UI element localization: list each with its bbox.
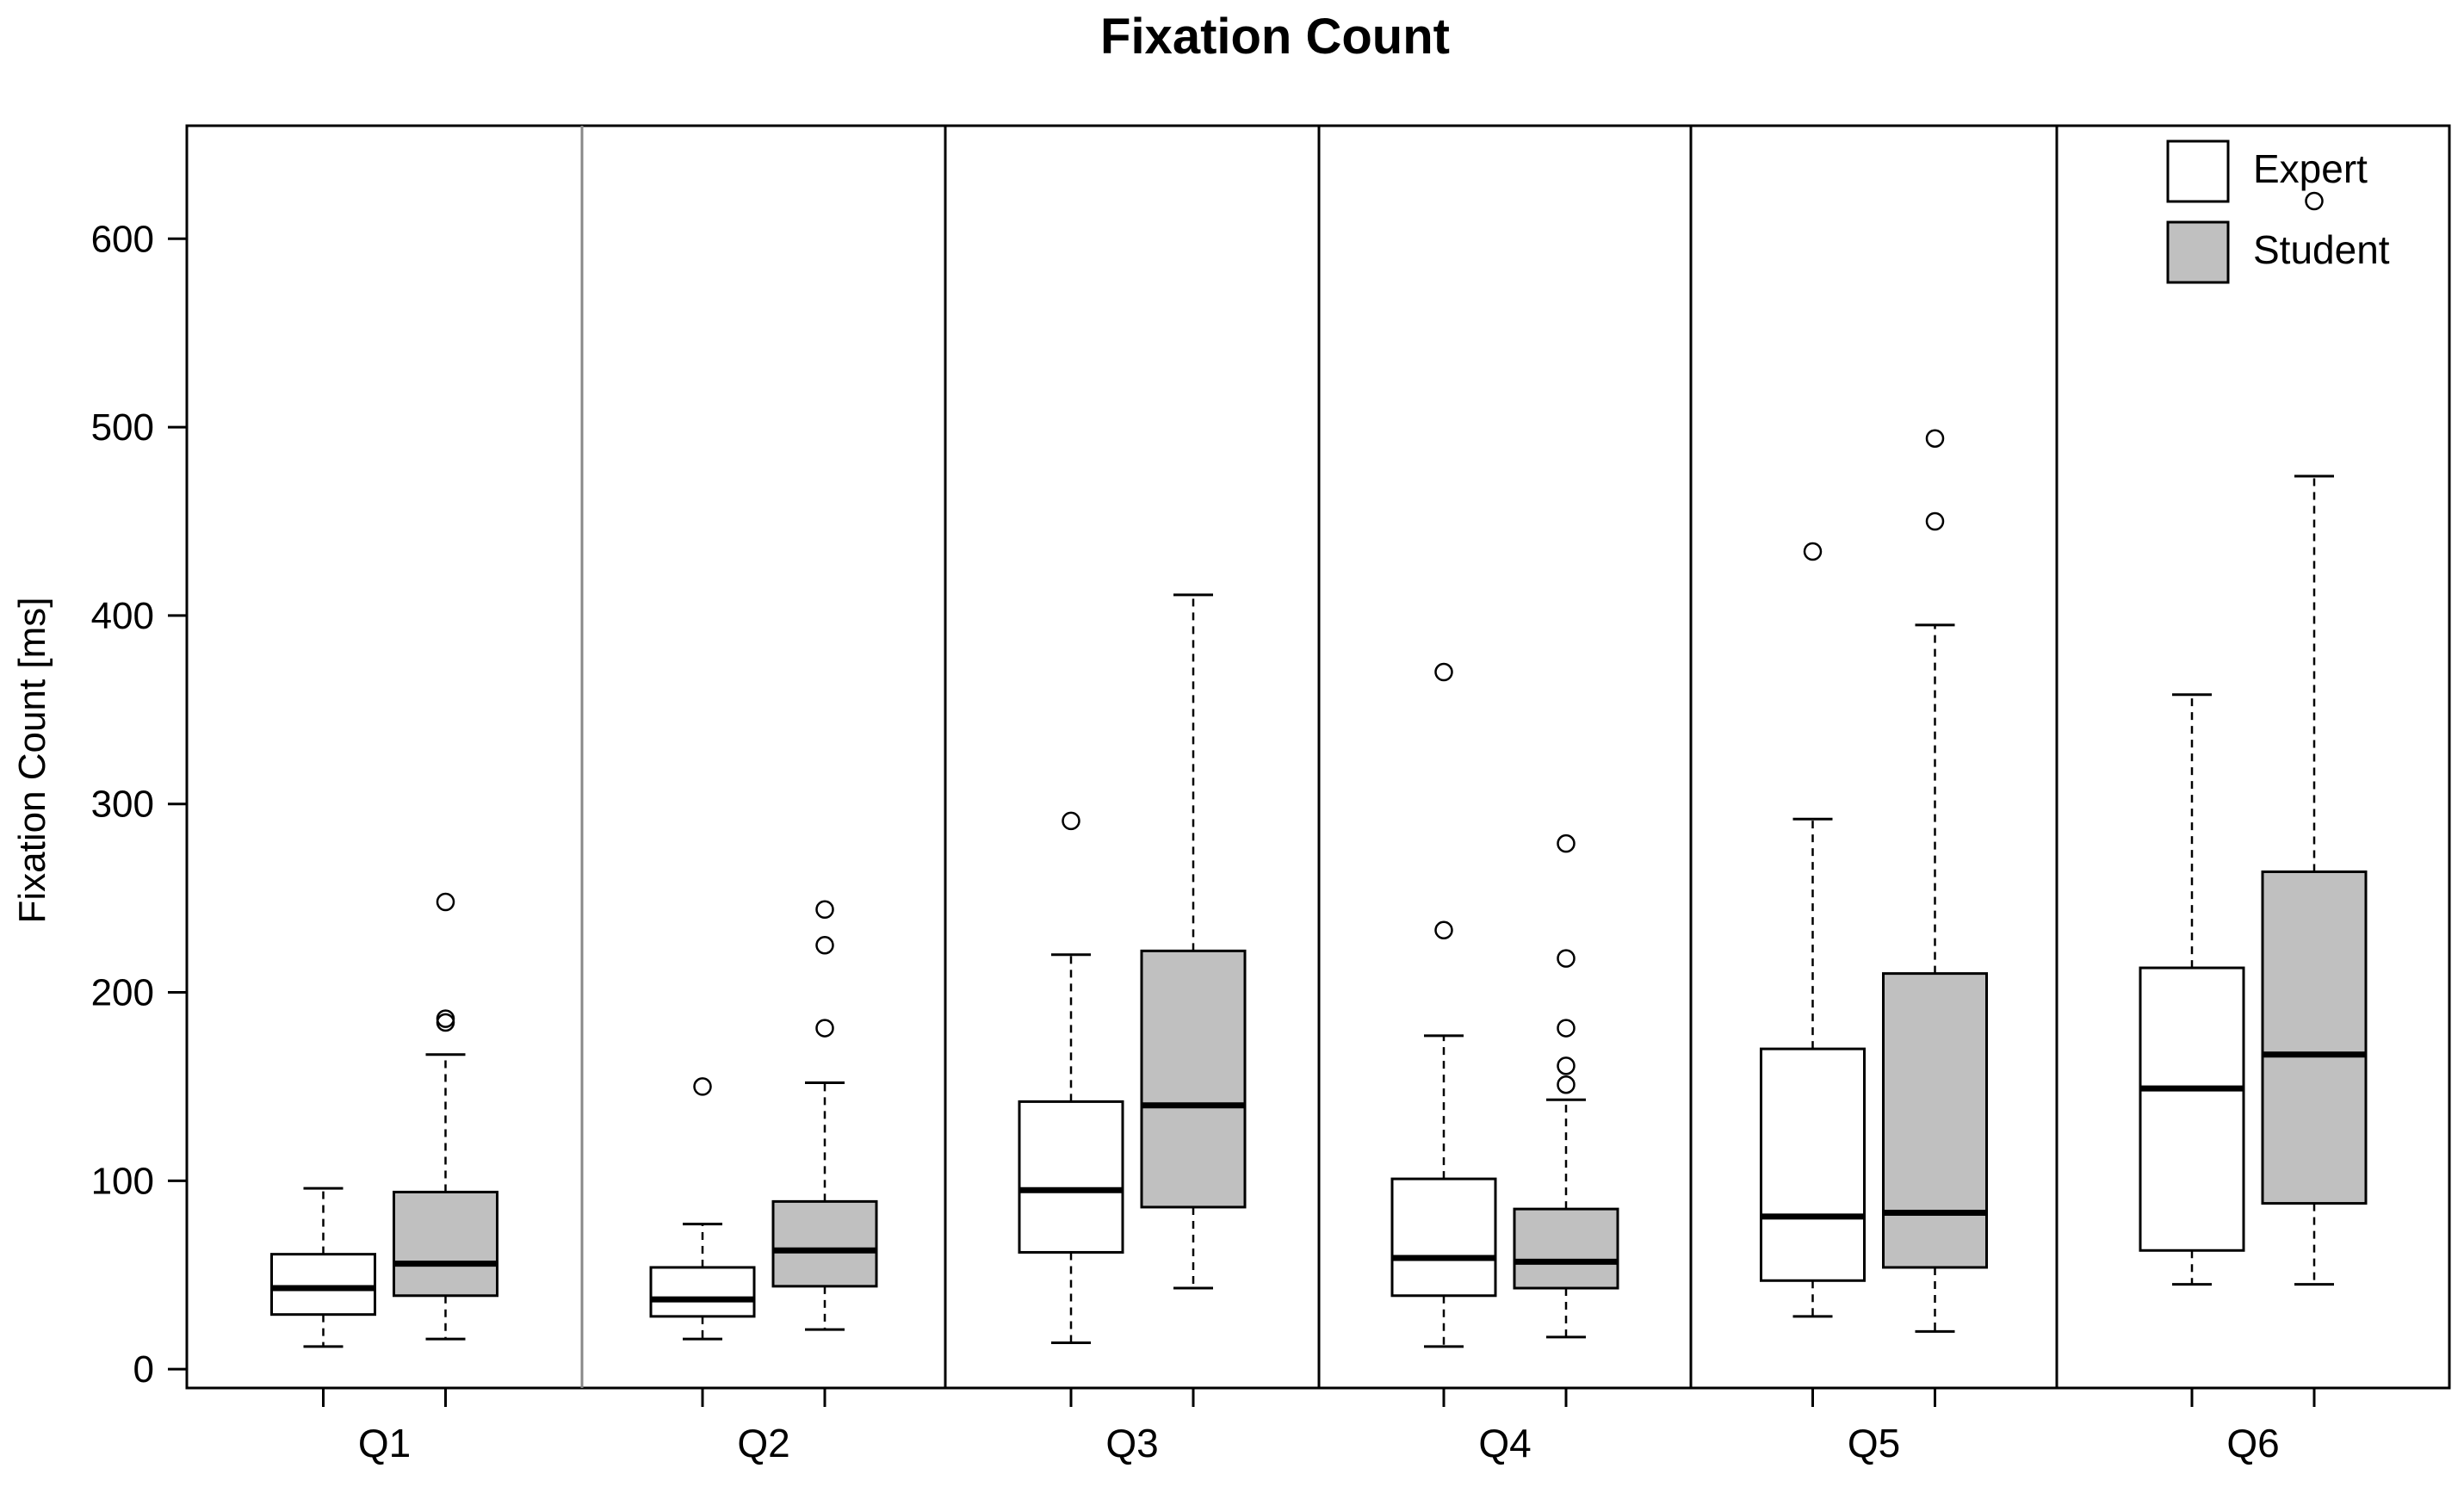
outlier-point [436,1009,455,1028]
box-student-q3 [1140,593,1247,1290]
iqr-box [1018,1100,1124,1254]
outlier-point [1557,1075,1576,1094]
y-tick-label: 400 [91,595,154,637]
outlier-point [1557,833,1576,853]
x-tick-label: Q2 [737,1421,789,1465]
outlier-point [436,1013,455,1032]
outlier-point [1434,662,1453,682]
outlier-point [1925,511,1945,531]
y-tick-label: 300 [91,784,154,826]
iqr-box [2139,966,2245,1252]
legend-label: Student [2253,227,2390,272]
outlier-point [1062,811,1080,831]
iqr-box [649,1266,756,1318]
y-tick-label: 500 [91,406,154,449]
outlier-point [1557,949,1576,968]
outlier-point [1925,429,1945,448]
y-tick-label: 600 [91,218,154,260]
outlier-point [1557,1019,1576,1038]
box-expert-q2 [649,1077,756,1341]
outlier-point [1557,1056,1576,1075]
outlier-point [1434,920,1453,940]
outlier-point [815,1019,834,1038]
iqr-box [1760,1047,1866,1282]
outlier-point [2305,191,2324,211]
y-tick-label: 200 [91,972,154,1014]
outlier-point [1803,542,1823,561]
iqr-box [1882,972,1988,1269]
outlier-point [815,900,834,919]
box-student-q4 [1513,833,1619,1339]
x-tick-label: Q3 [1105,1421,1158,1465]
box-expert-q4 [1390,662,1497,1348]
iqr-box [2261,870,2368,1205]
x-tick-label: Q5 [1848,1421,1900,1465]
box-student-q5 [1882,429,1988,1333]
iqr-box [1513,1207,1619,1290]
iqr-box [1390,1177,1497,1298]
iqr-box [771,1199,878,1288]
outlier-point [436,892,455,912]
iqr-box [1140,949,1247,1209]
y-axis-label: Fixation Count [ms] [11,597,53,923]
chart-title: Fixation Count [1100,9,1450,65]
outlier-point [815,936,834,955]
legend-swatch [2166,220,2230,284]
box-expert-q6 [2139,693,2245,1286]
x-tick-label: Q1 [358,1421,411,1465]
box-expert-q3 [1018,811,1124,1344]
iqr-box [270,1253,376,1317]
box-student-q1 [393,892,498,1341]
y-tick-label: 100 [91,1160,154,1202]
box-expert-q1 [270,1187,376,1348]
y-tick-label: 0 [133,1348,154,1391]
box-student-q6 [2261,191,2368,1286]
plot-area: 0 100 200 300 400 500 600 Q1 Q2 Q3 Q4 Q5 Q6 Expert Stu… [91,124,2451,1465]
legend: Expert Student [2166,139,2390,284]
box-expert-q5 [1760,542,1866,1318]
iqr-box [393,1190,498,1298]
legend-label: Expert [2253,146,2368,191]
x-tick-label: Q4 [1478,1421,1531,1465]
outlier-point [693,1077,712,1096]
x-tick-label: Q6 [2226,1421,2279,1465]
box-student-q2 [771,900,878,1331]
legend-swatch [2166,139,2230,203]
